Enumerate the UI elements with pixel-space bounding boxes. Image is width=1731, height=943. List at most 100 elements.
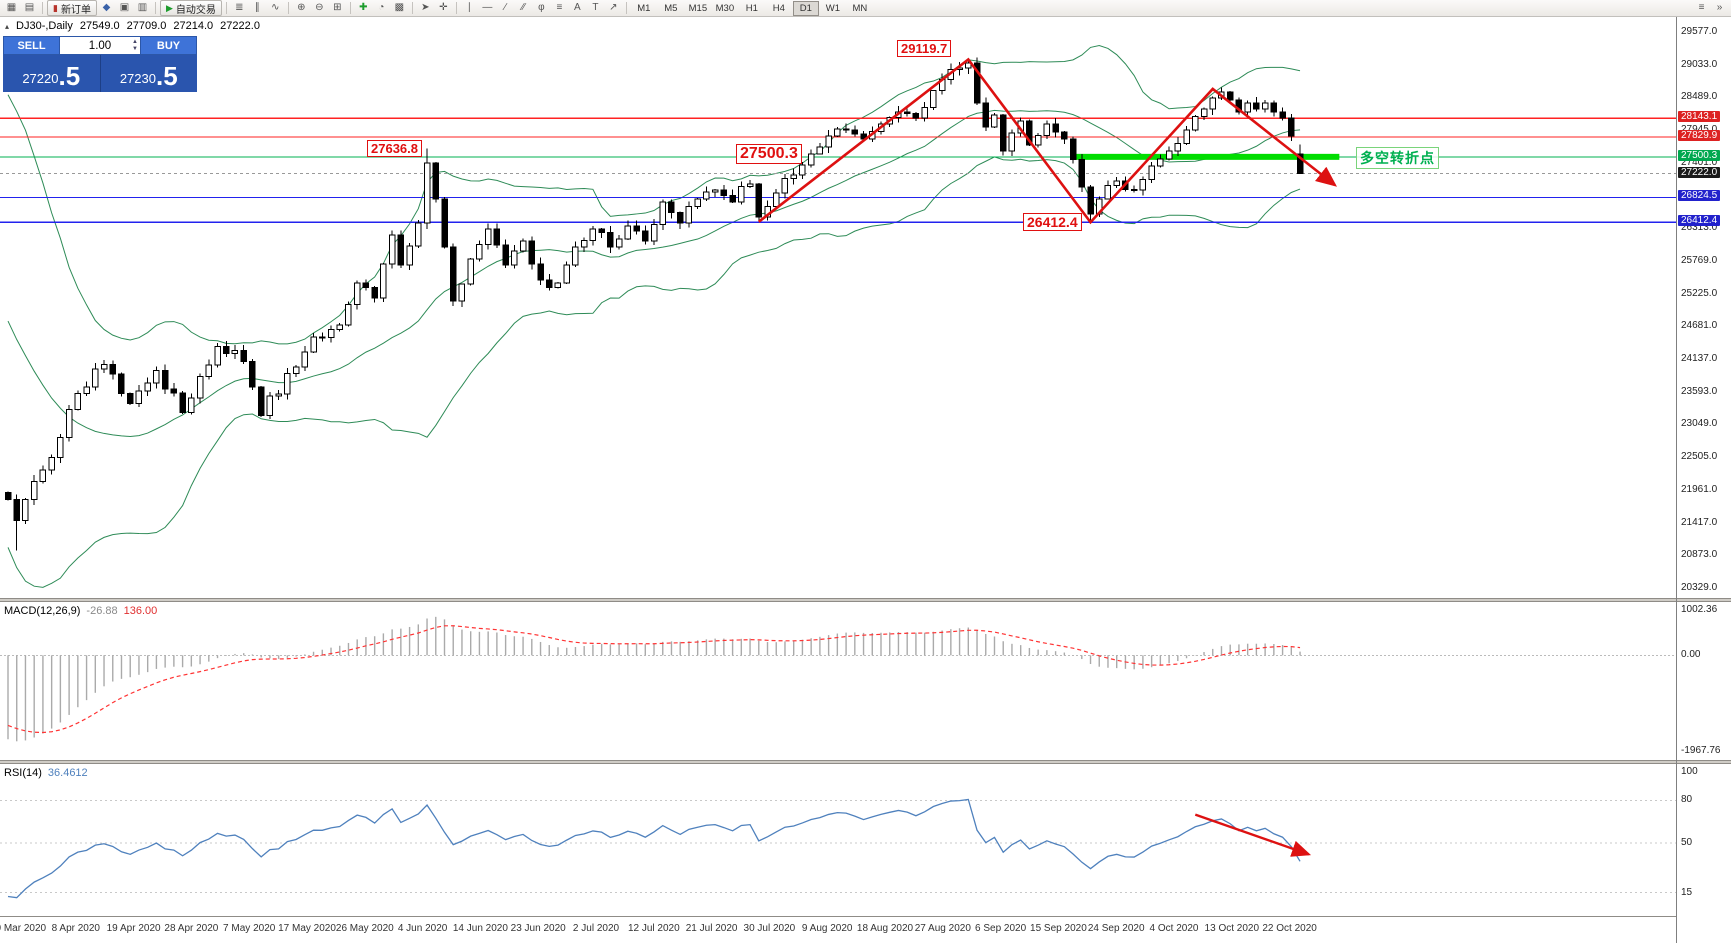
spinner-up-icon[interactable]: ▲: [132, 39, 138, 45]
volume-spinner[interactable]: ▲ ▼: [132, 39, 138, 53]
price-axis-badge: 26824.5: [1678, 190, 1721, 202]
date-axis-label: 26 May 2020: [335, 923, 394, 934]
label-icon[interactable]: T: [592, 2, 599, 13]
auto-trading-button[interactable]: ▶ 自动交易: [159, 0, 222, 16]
candle-body: [1261, 102, 1269, 110]
templates-icon[interactable]: ▩: [394, 2, 405, 13]
panel-splitter-rsi[interactable]: [0, 760, 1731, 764]
annotation-breakout-level[interactable]: 27500.3: [736, 144, 802, 164]
rsi-indicator-panel[interactable]: [0, 764, 1676, 916]
line-chart-icon[interactable]: ∿: [271, 2, 280, 13]
toolbar-separator: [625, 2, 627, 14]
date-axis-label: 17 May 2020: [278, 923, 336, 934]
price-axis-label: 22505.0: [1681, 451, 1718, 463]
timeframe-button-m15[interactable]: M15: [688, 2, 708, 14]
candle-body: [1200, 108, 1208, 117]
more-icon[interactable]: »: [1716, 2, 1723, 13]
timeframe-button-m5[interactable]: M5: [664, 2, 678, 14]
chart-ohlc-header: ▴ DJ30-,Daily 27549.0 27709.0 27214.0 27…: [5, 20, 260, 32]
timeframe-button-m1[interactable]: M1: [637, 2, 651, 14]
timeframe-button-mn[interactable]: MN: [852, 2, 868, 14]
candle-body: [930, 90, 937, 108]
macd-signal-line: [7, 625, 1301, 734]
toolbar-separator: [455, 2, 457, 14]
annotation-turning-point[interactable]: 多空转折点: [1356, 147, 1439, 169]
buy-button[interactable]: BUY: [140, 36, 197, 55]
rsi-trend-arrow[interactable]: [1194, 813, 1312, 857]
candle-body: [1165, 150, 1173, 160]
support-zone-highlight[interactable]: [1073, 153, 1340, 160]
volume-input[interactable]: 1.00 ▲ ▼: [60, 36, 140, 55]
period-icon[interactable]: ◔: [378, 2, 385, 13]
crosshair-icon[interactable]: ✛: [439, 2, 448, 13]
horizontal-line-icon[interactable]: ―: [482, 2, 493, 13]
chart-profiles-icon[interactable]: ▤: [24, 2, 35, 13]
trendline-icon[interactable]: ∕: [504, 2, 507, 13]
annotation-september-low[interactable]: 26412.4: [1023, 213, 1082, 231]
timeframe-button-h4[interactable]: H4: [772, 2, 785, 14]
price-axis-label: 24137.0: [1681, 353, 1718, 365]
sell-price-display[interactable]: 27220 .5: [3, 55, 100, 92]
timeframe-button-w1[interactable]: W1: [825, 2, 840, 14]
candle-body: [1034, 134, 1042, 146]
terminal-icon[interactable]: ▥: [137, 2, 148, 13]
market-watch-icon[interactable]: ◆: [102, 2, 111, 13]
channel-icon[interactable]: ∕∕: [521, 2, 526, 13]
candle-body: [484, 228, 492, 246]
data-window-icon[interactable]: ▣: [119, 2, 130, 13]
timeframe-button-d1[interactable]: D1: [792, 0, 819, 16]
date-axis-label: 23 Jun 2020: [510, 923, 566, 934]
price-axis-label: 21417.0: [1681, 516, 1718, 528]
candle-body: [607, 231, 614, 248]
date-axis-label: 8 Apr 2020: [51, 923, 100, 934]
candle-body: [1043, 123, 1051, 136]
indicators-add-icon[interactable]: ✚: [359, 2, 368, 13]
zoom-out-icon[interactable]: ⊖: [315, 2, 324, 13]
chart-expand-icon[interactable]: ▴: [5, 21, 10, 31]
candle-body: [1296, 153, 1304, 175]
bar-chart-icon[interactable]: ≣: [235, 2, 244, 13]
price-axis-label: 27401.0: [1681, 156, 1718, 168]
main-price-chart[interactable]: [0, 17, 1676, 598]
candle-body: [676, 212, 684, 224]
candle-body: [423, 162, 431, 224]
candle-body: [772, 192, 780, 208]
rsi-axis-label: 50: [1681, 837, 1693, 848]
text-icon[interactable]: A: [574, 2, 581, 13]
candle-body: [563, 264, 570, 284]
candle-body: [1148, 165, 1155, 180]
vertical-line-icon[interactable]: ∣: [466, 2, 472, 13]
new-order-button[interactable]: ▮ 新订单: [47, 0, 97, 16]
zoom-in-icon[interactable]: ⊕: [297, 2, 306, 13]
rsi-axis-label: 100: [1681, 766, 1698, 777]
toolbar-separator: [287, 2, 289, 14]
docking-icon[interactable]: ≡: [1698, 2, 1705, 13]
new-chart-icon[interactable]: ▦: [6, 2, 17, 13]
candlestick-chart-icon[interactable]: ∥: [254, 2, 260, 13]
candle-body: [554, 282, 562, 289]
spinner-down-icon[interactable]: ▼: [132, 46, 138, 52]
date-axis-label: 22 Oct 2020: [1262, 923, 1317, 934]
candle-body: [223, 345, 230, 355]
candle-body: [13, 499, 20, 522]
tile-windows-icon[interactable]: ⊞: [333, 2, 342, 13]
arrows-icon[interactable]: ↗: [609, 2, 618, 13]
fibonacci-icon[interactable]: φ: [538, 2, 545, 13]
timeframe-button-m30[interactable]: M30: [715, 2, 735, 14]
candle-body: [685, 205, 693, 224]
candle-body: [83, 386, 90, 394]
sell-button[interactable]: SELL: [3, 36, 60, 55]
buy-price-display[interactable]: 27230 .5: [99, 55, 197, 92]
cursor-icon[interactable]: ➤: [421, 2, 430, 13]
ohlc-open: 27549.0: [79, 20, 120, 32]
panel-splitter-macd[interactable]: [0, 598, 1731, 602]
shapes-icon[interactable]: ≡: [556, 2, 563, 13]
annotation-peak-price[interactable]: 29119.7: [897, 40, 952, 57]
macd-indicator-panel[interactable]: [0, 602, 1676, 760]
timeframe-button-h1[interactable]: H1: [745, 2, 758, 14]
annotation-june-high[interactable]: 27636.8: [367, 140, 422, 157]
candle-body: [336, 324, 343, 330]
trend-zigzag-arrow[interactable]: [757, 57, 1338, 225]
candle-body: [118, 373, 125, 394]
date-axis-label: 19 Apr 2020: [106, 923, 161, 934]
